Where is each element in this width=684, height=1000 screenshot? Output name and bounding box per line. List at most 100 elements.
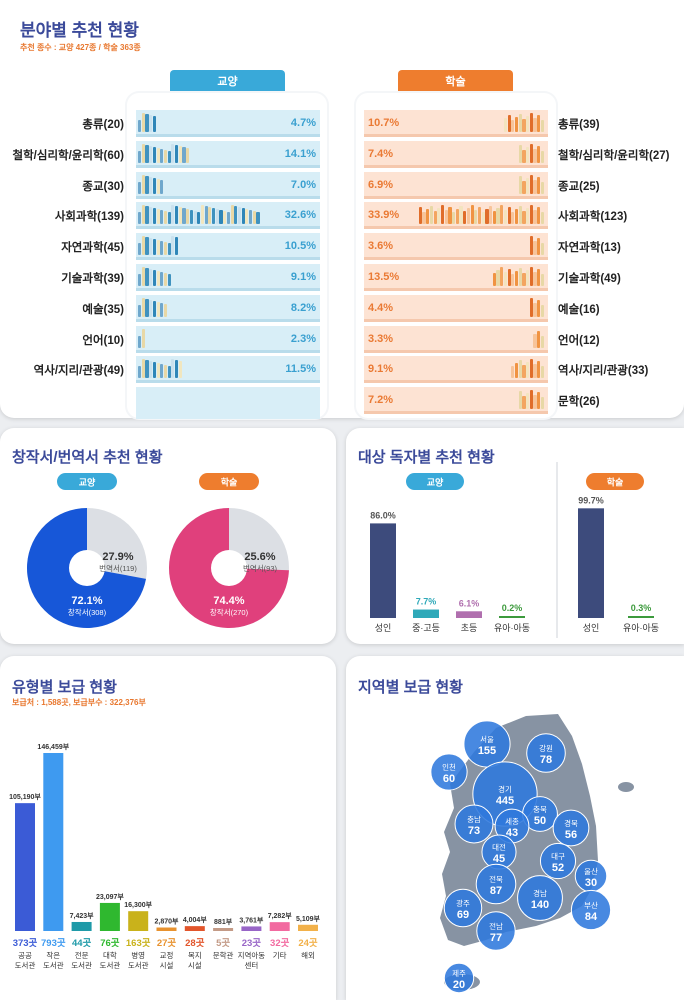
academic-row: 33.9% <box>364 202 548 230</box>
book-mark <box>529 236 533 256</box>
book-mark <box>507 115 511 132</box>
book-mark <box>152 270 156 286</box>
general-empty-shelf <box>136 387 320 420</box>
book-mark <box>533 241 537 256</box>
shelf-edge <box>364 349 548 353</box>
academic-row: 10.7% <box>364 110 548 137</box>
general-row: 8.2% <box>136 294 320 322</box>
reader-bar-category: 유아·아동 <box>494 623 530 633</box>
book-mark <box>152 239 156 256</box>
book-mark <box>141 236 145 256</box>
book-mark <box>175 360 179 379</box>
book-mark <box>160 272 164 286</box>
book-mark <box>448 207 452 225</box>
book-mark <box>496 208 500 225</box>
reader-bar <box>499 616 525 618</box>
book-mark <box>466 208 470 225</box>
book-mark <box>245 209 249 225</box>
book-mark <box>533 148 537 163</box>
book-mark <box>537 145 541 163</box>
book-mark <box>537 207 541 225</box>
book-mark <box>145 175 149 194</box>
book-mark <box>167 274 171 286</box>
book-mark <box>522 149 526 163</box>
book-mark <box>526 116 530 132</box>
pie-original-label: 창작서(308) <box>68 607 107 617</box>
type-bar-count: 23곳 <box>242 938 262 949</box>
book-mark <box>533 179 537 194</box>
book-mark <box>178 207 182 225</box>
book-mark <box>540 243 544 256</box>
pie-translated-pct: 25.6% <box>244 551 275 563</box>
general-row-pct: 2.3% <box>290 332 316 345</box>
book-mark <box>152 208 156 225</box>
type-bar-count: 5곳 <box>216 938 230 949</box>
general-row-label: 사회과학(139) <box>54 211 124 224</box>
region-value: 50 <box>534 815 546 827</box>
general-row: 14.1% <box>136 140 320 168</box>
reader-bar-value: 86.0% <box>370 510 396 520</box>
academic-row-label: 자연과학(13) <box>558 242 621 255</box>
book-mark <box>437 208 441 225</box>
general-row-label: 예술(35) <box>82 303 124 316</box>
region-name: 대전 <box>492 842 506 852</box>
book-mark <box>175 206 179 225</box>
book-mark <box>537 330 541 348</box>
book-mark <box>537 299 541 317</box>
academic-row-label: 기술과학(49) <box>558 273 621 285</box>
type-bar-category: 기타 <box>273 951 287 960</box>
region-name: 서울 <box>480 735 494 744</box>
book-mark <box>470 205 474 225</box>
region-name: 충남 <box>467 815 481 824</box>
book-mark <box>503 272 507 286</box>
academic-row-label: 총류(39) <box>558 119 600 131</box>
region-name: 대구 <box>551 852 565 861</box>
book-mark <box>141 174 145 194</box>
type-bar-count: 373곳 <box>13 938 38 949</box>
book-mark <box>175 144 179 163</box>
reader-tag-academic-label: 학술 <box>607 477 624 488</box>
general-row-pct: 14.1% <box>284 147 316 160</box>
general-row-label: 언어(10) <box>82 334 124 347</box>
ulleung-island <box>618 782 634 792</box>
book-mark <box>223 211 227 225</box>
book-mark <box>138 274 142 286</box>
region-bubble-circle <box>463 720 511 768</box>
type-bar <box>184 926 205 931</box>
book-mark <box>463 211 467 225</box>
book-mark <box>197 212 201 225</box>
book-mark <box>163 365 168 379</box>
type-bar <box>269 922 290 931</box>
region-bubble-circle <box>526 733 566 773</box>
type-bar-count: 27곳 <box>157 938 177 949</box>
book-mark <box>518 268 522 286</box>
book-mark <box>496 270 500 286</box>
academic-row-label: 철학/심리학/윤리학(27) <box>558 149 670 162</box>
reader-bar-category: 유아·아동 <box>623 623 659 633</box>
book-mark <box>145 114 149 132</box>
book-mark <box>526 208 530 225</box>
reader-bar <box>456 611 482 618</box>
region-bubble-circle <box>570 889 612 931</box>
pie-original-pct: 72.1% <box>71 595 102 607</box>
academic-row-pct: 3.6% <box>368 240 394 253</box>
academic-row-label: 역사/지리/관광(33) <box>558 365 649 378</box>
distribution-type-title: 유형별 보급 현황 <box>12 679 117 696</box>
book-mark <box>522 211 526 225</box>
book-mark <box>440 205 445 225</box>
tab-academic: 학술 <box>398 70 513 94</box>
book-mark <box>182 208 186 225</box>
academic-row: 7.4% <box>364 140 548 168</box>
general-row-pct: 10.5% <box>284 240 316 253</box>
book-mark <box>444 210 448 225</box>
book-mark <box>507 269 511 286</box>
region-value: 20 <box>453 979 465 991</box>
type-bar-count: 76곳 <box>100 938 120 949</box>
original-translated-panel: 창작서/번역서 추천 현황 교양 27.9% 번역서(119) 72.1% 창작서(30… <box>0 428 336 644</box>
general-row: 11.5% <box>136 356 320 384</box>
book-mark <box>171 205 175 225</box>
